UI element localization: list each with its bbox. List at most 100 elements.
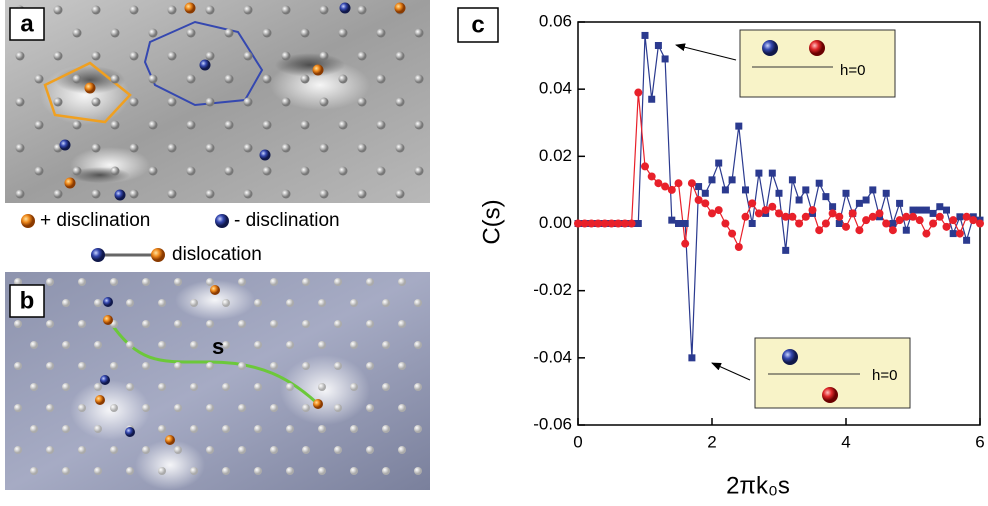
data-point	[821, 219, 830, 228]
data-point	[882, 219, 891, 228]
data-point	[942, 222, 951, 231]
disclination-minus	[103, 297, 113, 307]
lattice-site	[262, 166, 272, 176]
lattice-site	[350, 341, 358, 349]
lattice-site	[254, 299, 262, 307]
data-point	[648, 95, 656, 103]
inset-ball	[809, 40, 825, 56]
inset-ball	[782, 349, 798, 365]
lattice-site	[186, 166, 196, 176]
lattice-site	[238, 404, 246, 412]
lattice-site	[238, 362, 246, 370]
lattice-site	[414, 120, 424, 130]
data-point	[956, 213, 964, 221]
data-point	[828, 209, 837, 218]
deformation	[175, 280, 255, 320]
panel-label-box	[9, 284, 45, 318]
data-point	[681, 220, 689, 227]
lattice-site	[206, 278, 214, 286]
lattice-site	[224, 28, 234, 38]
disclination-minus	[125, 427, 135, 437]
lattice-site	[302, 404, 310, 412]
lattice-site	[62, 425, 70, 433]
data-point	[963, 236, 971, 244]
data-point	[734, 243, 743, 252]
disclination-minus	[114, 189, 126, 201]
data-point	[641, 162, 649, 171]
data-point	[815, 179, 823, 187]
lattice-site	[110, 404, 118, 412]
lattice-site	[270, 278, 278, 286]
data-point	[829, 203, 837, 211]
data-point	[815, 226, 824, 235]
lattice-site	[94, 467, 102, 475]
lattice-site	[334, 278, 342, 286]
lattice-site	[395, 51, 405, 61]
data-point	[916, 206, 924, 214]
lattice-site	[190, 467, 198, 475]
insets	[675, 29, 911, 409]
lattice-site	[350, 383, 358, 391]
data-point	[969, 216, 978, 225]
data-point	[896, 199, 904, 207]
lattice-site	[414, 299, 422, 307]
disclination-plus	[103, 315, 113, 325]
lattice-site	[300, 28, 310, 38]
lattice-site	[110, 74, 120, 84]
lattice-site	[382, 383, 390, 391]
lattice-site	[72, 166, 82, 176]
lattice-site	[46, 446, 54, 454]
lattice-site	[350, 425, 358, 433]
lattice-site	[158, 467, 166, 475]
lattice-site	[14, 446, 22, 454]
data-point	[848, 209, 857, 218]
data-point	[949, 216, 958, 225]
data-point	[902, 212, 911, 221]
lattice-site	[222, 383, 230, 391]
legend-label: + disclination	[40, 210, 150, 231]
lattice-site	[300, 166, 310, 176]
y-tick-label: -0.02	[533, 280, 572, 299]
panel-label-box	[457, 7, 499, 43]
data-point	[855, 199, 863, 207]
lattice-site	[281, 51, 291, 61]
lattice-site	[254, 425, 262, 433]
lattice-site	[270, 446, 278, 454]
data-point	[842, 222, 850, 231]
lattice-site	[158, 383, 166, 391]
data-point	[781, 212, 790, 221]
lattice-site	[338, 166, 348, 176]
lattice-site	[270, 320, 278, 328]
lattice-site	[110, 28, 120, 38]
lattice-site	[91, 5, 101, 15]
deformation	[55, 66, 125, 94]
lattice-site	[142, 320, 150, 328]
lattice-site	[414, 74, 424, 84]
data-point	[761, 206, 770, 215]
data-point	[721, 219, 730, 228]
panel-label: a	[20, 10, 34, 37]
y-tick-label: 0.00	[539, 213, 572, 232]
path-label: s	[212, 334, 224, 359]
lattice-site	[46, 404, 54, 412]
lattice-site	[395, 97, 405, 107]
lattice-site	[350, 299, 358, 307]
lattice-site	[357, 189, 367, 199]
inset-ball	[762, 40, 778, 56]
data-point	[943, 206, 950, 214]
lattice-site	[243, 189, 253, 199]
lattice-site	[94, 299, 102, 307]
lattice-site	[148, 28, 158, 38]
lattice-site	[414, 467, 422, 475]
data-point	[962, 212, 971, 221]
disclination-plus	[64, 177, 76, 189]
lattice-site	[46, 320, 54, 328]
lattice-site	[382, 467, 390, 475]
lattice-site	[366, 320, 374, 328]
lattice-site	[334, 404, 342, 412]
data-point	[714, 206, 723, 215]
panel-label: b	[20, 287, 35, 314]
panel-b	[5, 272, 430, 490]
data-point	[668, 216, 676, 224]
data-point	[675, 220, 682, 227]
